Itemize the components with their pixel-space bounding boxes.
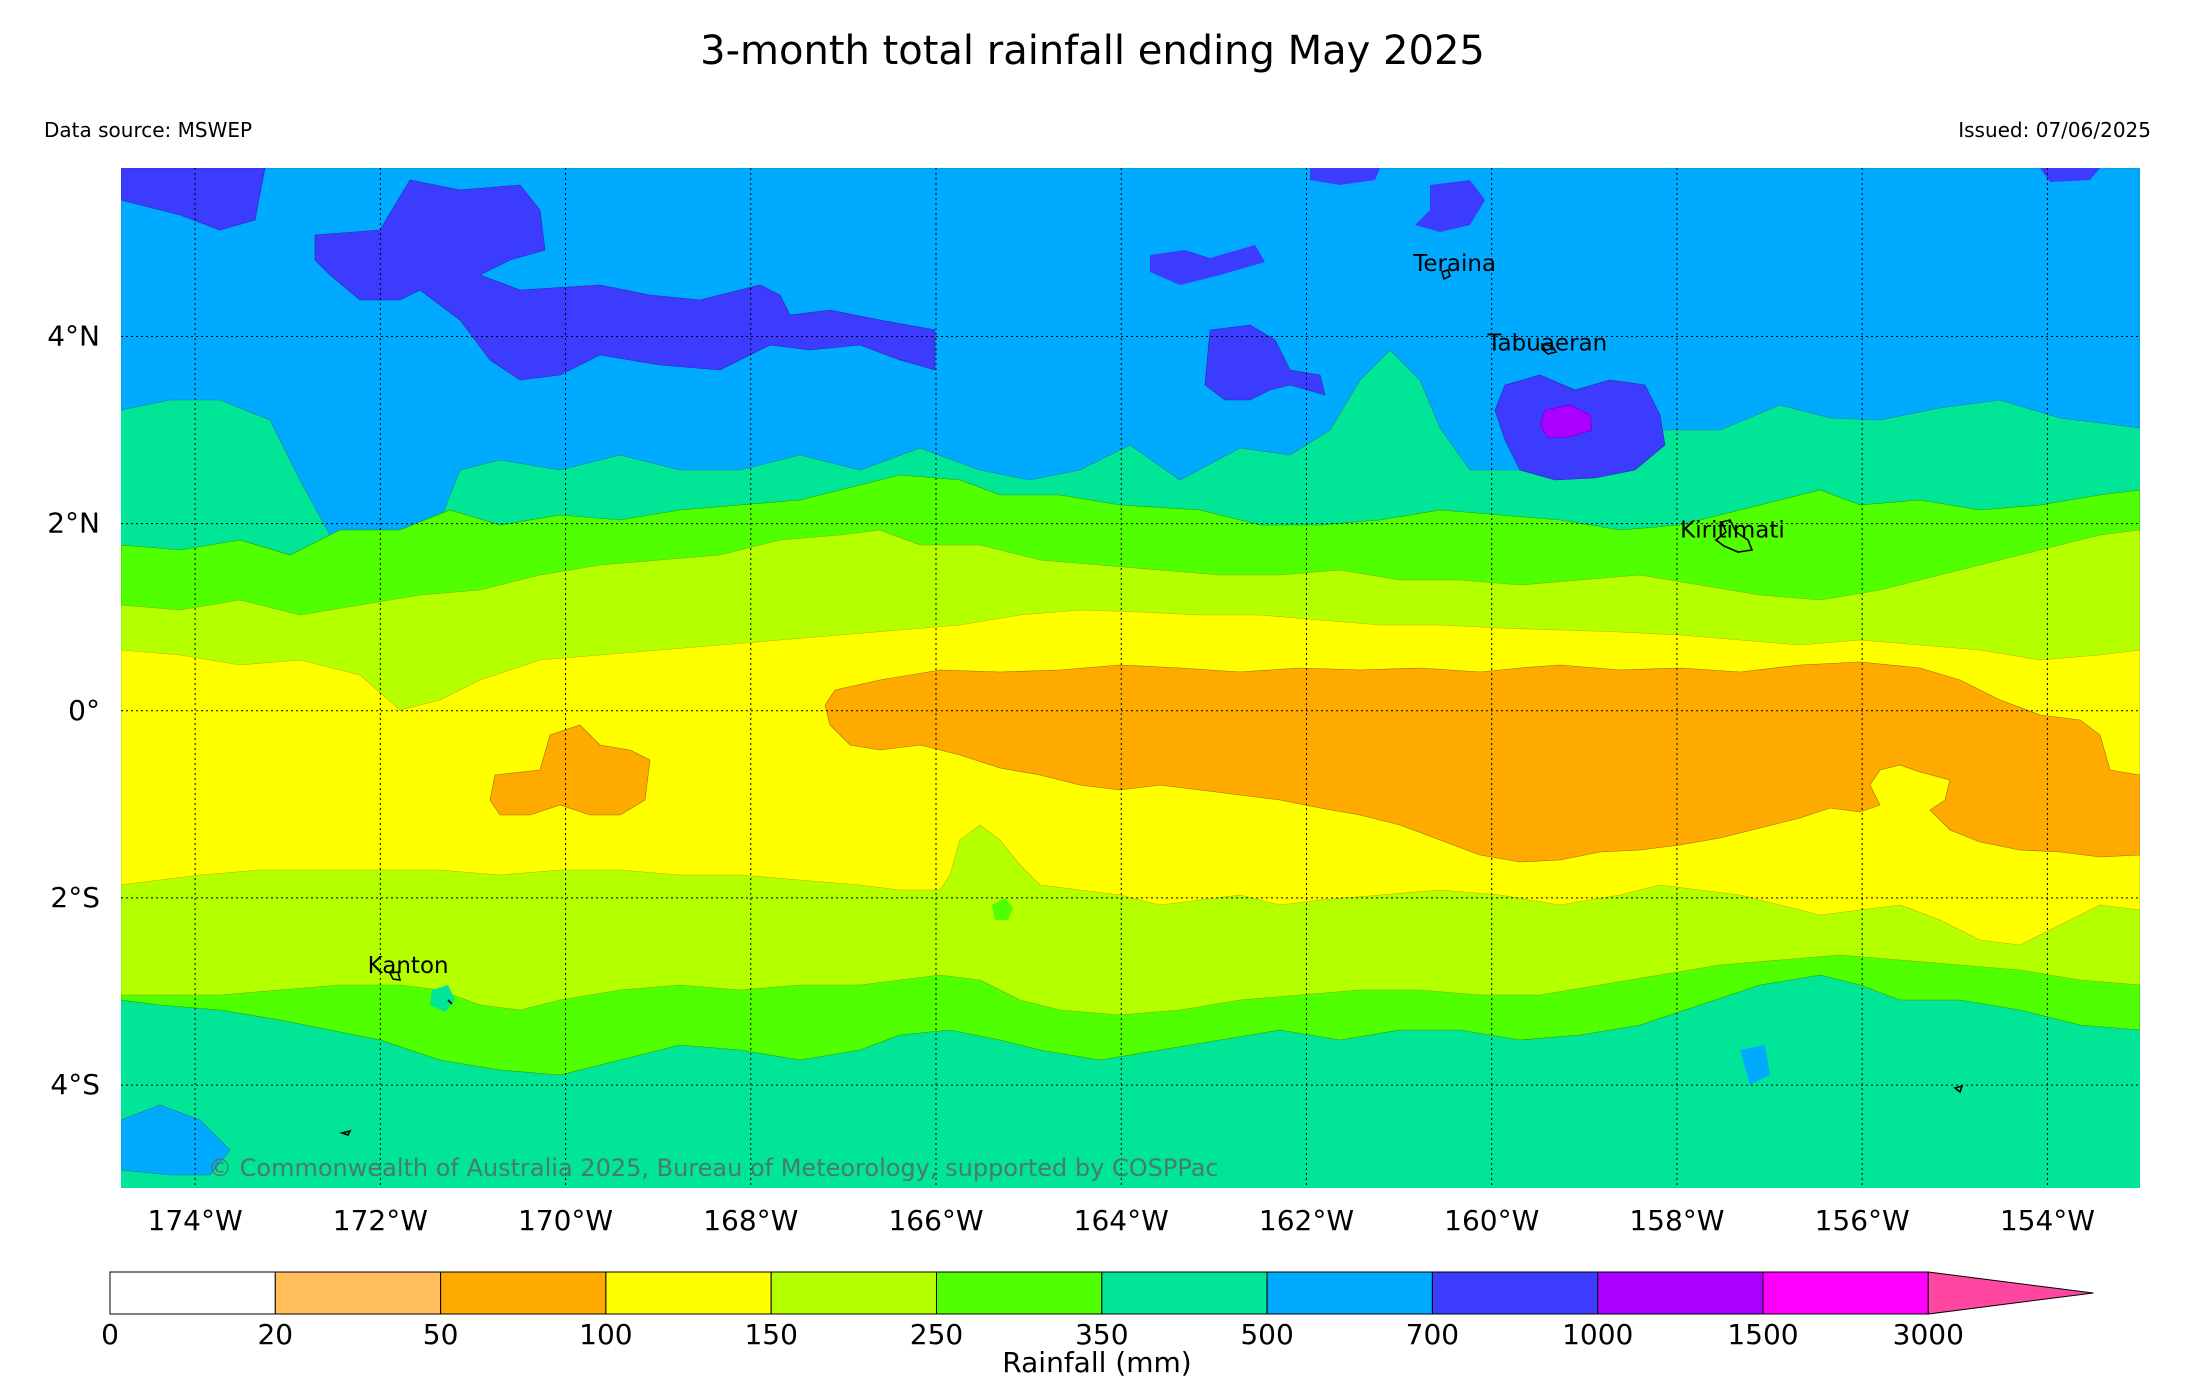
- place-label: Kiritimati: [1680, 518, 1785, 544]
- place-labels: Teraina Tabuaeran Kiritimati Kanton: [368, 251, 1785, 979]
- lon-tick-label: 172°W: [333, 1204, 428, 1237]
- data-source-label: Data source: MSWEP: [44, 118, 253, 142]
- legend-tick-label: 500: [1240, 1318, 1293, 1351]
- coastlines: [339, 268, 1964, 1136]
- island-tabuaeran: [1541, 343, 1558, 355]
- legend-tick-label: 100: [579, 1318, 632, 1351]
- legend-swatch: [1597, 1271, 1764, 1315]
- band-700-1000-east-d: [1310, 168, 1380, 185]
- legend-axis-label: Rainfall (mm): [1002, 1346, 1191, 1379]
- legend-tick-label: 1500: [1727, 1318, 1798, 1351]
- lon-tick-label: 166°W: [888, 1204, 983, 1237]
- band-1000-1500: [1539, 404, 1593, 439]
- place-label: Kanton: [368, 953, 449, 979]
- legend-tick-label: 20: [257, 1318, 293, 1351]
- island-kanton: [388, 971, 402, 981]
- band-350-500-islet: [430, 985, 455, 1012]
- band-700-1000-east-a: [1204, 324, 1326, 401]
- legend-swatch: [274, 1271, 442, 1315]
- gridlines: [121, 168, 2140, 1188]
- lat-tick-label: 4°S: [50, 1068, 100, 1101]
- place-label: Teraina: [1412, 251, 1496, 277]
- band-500-700-south-b: [1740, 1045, 1770, 1085]
- band-250-350-islet: [992, 898, 1013, 920]
- lon-tick-label: 170°W: [518, 1204, 613, 1237]
- lat-tick-label: 0°: [68, 694, 100, 727]
- legend-tick-label: 700: [1406, 1318, 1459, 1351]
- island-kiritimati: [1714, 519, 1754, 553]
- rainfall-field: [121, 168, 2140, 1188]
- legend-swatch: [936, 1271, 1103, 1315]
- lon-tick-label: 162°W: [1259, 1204, 1354, 1237]
- issued-date-label: Issued: 07/06/2025: [1958, 118, 2151, 142]
- legend-tick-label: 250: [910, 1318, 963, 1351]
- lat-tick-label: 2°S: [50, 881, 100, 914]
- island-small-a: [447, 999, 453, 1005]
- lon-tick-label: 168°W: [703, 1204, 798, 1237]
- lat-tick-label: 2°N: [47, 507, 100, 540]
- legend-tick-label: 1000: [1562, 1318, 1633, 1351]
- lon-tick-label: 164°W: [1074, 1204, 1169, 1237]
- place-label: Tabuaeran: [1486, 330, 1607, 356]
- rainfall-legend: 0 20 50 100 150 250 350 500 700 1000 1500 3000: [101, 1271, 2094, 1351]
- band-700-1000-east-c: [1150, 245, 1265, 285]
- band-50-100-central: [824, 661, 2140, 863]
- legend-swatch: [1266, 1271, 1433, 1315]
- latitude-labels: 4°N 2°N 0° 2°S 4°S: [47, 319, 100, 1101]
- lat-tick-label: 4°N: [47, 319, 100, 352]
- island-small-b: [339, 1129, 352, 1136]
- island-small-c: [1953, 1084, 1964, 1094]
- lon-tick-label: 156°W: [1815, 1204, 1910, 1237]
- band-700-1000-west: [121, 168, 266, 231]
- legend-tick-label: 50: [423, 1318, 459, 1351]
- legend-tick-label: 150: [744, 1318, 797, 1351]
- legend-tick-label: 3000: [1893, 1318, 1964, 1351]
- legend-swatch: [770, 1271, 938, 1315]
- longitude-labels: 174°W 172°W 170°W 168°W 166°W 164°W 162°W 160°W…: [148, 1204, 2095, 1237]
- copyright-notice: © Commonwealth of Australia 2025, Bureau…: [208, 1154, 1219, 1182]
- legend-extend-arrow: [1927, 1271, 2094, 1315]
- band-700-1000-central: [314, 179, 936, 381]
- legend-tick-label: 350: [1075, 1318, 1128, 1351]
- band-700-1000-east-e: [1415, 180, 1485, 232]
- legend-swatch: [1431, 1271, 1599, 1315]
- legend-swatch: [1101, 1271, 1268, 1315]
- lon-tick-label: 174°W: [148, 1204, 243, 1237]
- lon-tick-label: 154°W: [2000, 1204, 2095, 1237]
- legend-swatch: [109, 1271, 276, 1315]
- band-500-700-south: [121, 1104, 231, 1176]
- band-700-1000-east-f: [2040, 168, 2100, 182]
- legend-swatch: [1762, 1271, 1929, 1315]
- map-title: 3-month total rainfall ending May 2025: [700, 28, 1485, 74]
- band-50-100-west: [489, 724, 651, 816]
- legend-tick-label: 0: [101, 1318, 119, 1351]
- lon-tick-label: 160°W: [1444, 1204, 1539, 1237]
- legend-swatch: [440, 1271, 607, 1315]
- legend-swatch: [605, 1271, 772, 1315]
- lon-tick-label: 158°W: [1629, 1204, 1724, 1237]
- island-teraina: [1441, 268, 1451, 281]
